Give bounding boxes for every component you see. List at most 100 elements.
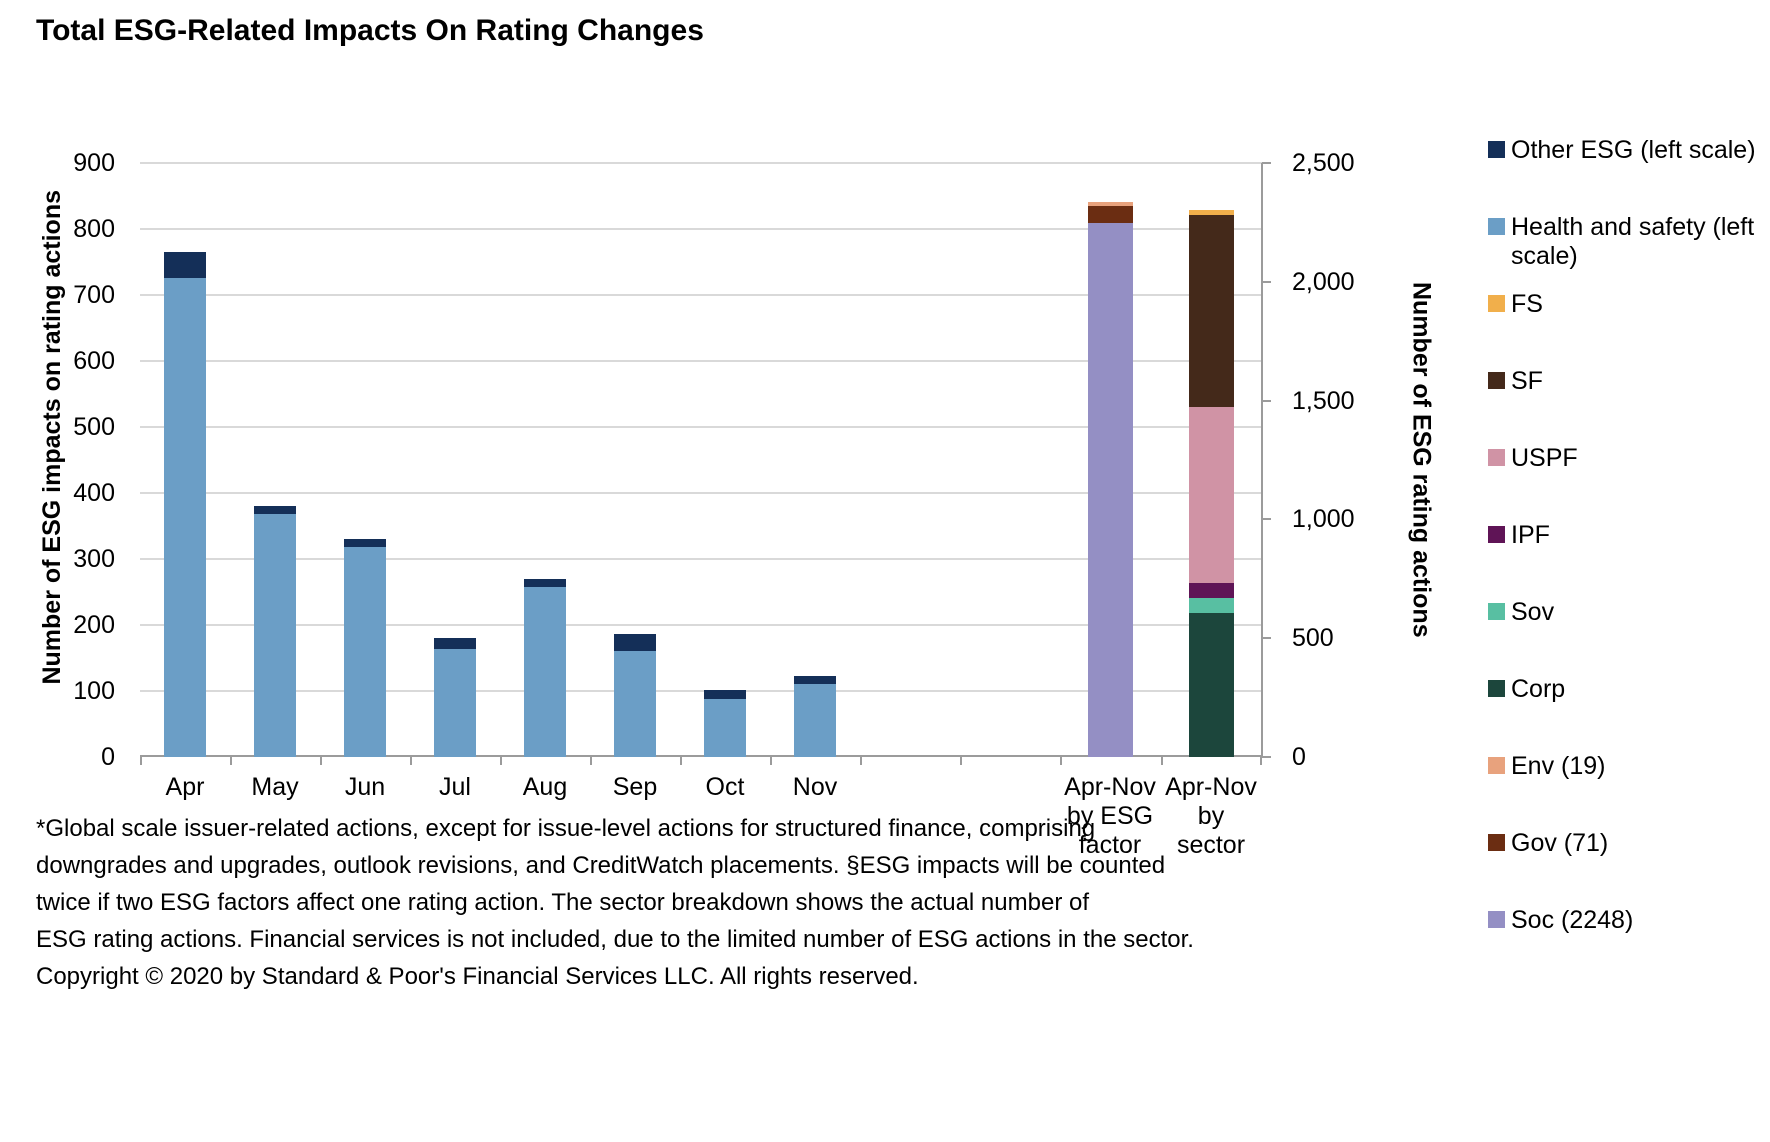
x-category-label-apr-nov-by-esg-factor: Apr-Nov by ESG factor [1064, 773, 1156, 859]
bar-segment-apr-nov-by-sector-sf [1188, 214, 1234, 408]
right-axis-tick [1262, 399, 1271, 402]
right-axis-tick-label: 1,000 [1292, 505, 1355, 534]
left-axis-tick-label: 300 [73, 545, 115, 573]
legend-item-uspf: USPF [1488, 444, 1763, 473]
bar-jun [344, 538, 386, 757]
bar-segment-jun-other-esg-left-scale [344, 538, 386, 548]
bar-segment-sep-health-and-safety-left-scale [614, 651, 656, 757]
bar-segment-may-health-and-safety-left-scale [254, 514, 296, 757]
right-axis-tick-label: 2,000 [1292, 267, 1355, 296]
legend-swatch-sov [1488, 603, 1505, 620]
right-axis-title: Number of ESG rating actions [1407, 282, 1436, 638]
right-axis-tick-label: 2,500 [1292, 149, 1355, 177]
legend-item-corp: Corp [1488, 675, 1763, 704]
bar-segment-jun-health-and-safety-left-scale [344, 547, 386, 757]
footnote-line-5: Copyright © 2020 by Standard & Poor's Fi… [36, 963, 919, 990]
legend-label: Soc (2248) [1511, 906, 1634, 934]
bar-segment-aug-other-esg-left-scale [524, 578, 566, 587]
x-category-label-sep: Sep [612, 773, 658, 801]
x-axis-tick [500, 757, 502, 765]
x-axis-tick [1260, 757, 1262, 765]
footnote-line-1: *Global scale issuer-related actions, ex… [36, 815, 1096, 842]
legend-item-env-19: Env (19) [1488, 752, 1763, 781]
bar-segment-may-other-esg-left-scale [254, 506, 296, 515]
bar-segment-apr-nov-by-esg-factor-env [1087, 201, 1133, 206]
legend-swatch-other-esg-left-scale [1488, 141, 1505, 158]
legend-swatch-corp [1488, 680, 1505, 697]
right-axis-line [1261, 163, 1263, 757]
gridline-800 [140, 228, 1262, 230]
x-axis-line [140, 755, 1262, 757]
x-axis-tick [770, 757, 772, 765]
x-category-label-jul: Jul [439, 773, 471, 801]
bar-segment-sep-other-esg-left-scale [614, 633, 656, 652]
legend-item-other-esg-left-scale: Other ESG (left scale) [1488, 136, 1763, 165]
bar-jul [434, 638, 476, 757]
legend-label: Other ESG (left scale) [1511, 136, 1756, 164]
bar-segment-aug-health-and-safety-left-scale [524, 586, 566, 757]
bar-segment-apr-nov-by-sector-uspf [1188, 407, 1234, 584]
legend-label: Sov [1511, 598, 1555, 626]
legend-item-fs: FS [1488, 290, 1763, 319]
bar-segment-apr-nov-by-esg-factor-gov [1087, 206, 1133, 223]
bar-segment-nov-health-and-safety-left-scale [794, 683, 836, 757]
gridline-200 [140, 624, 1262, 626]
bar-segment-oct-health-and-safety-left-scale [704, 698, 746, 757]
right-axis-tick-label: 500 [1292, 624, 1334, 653]
legend-label: SF [1511, 367, 1543, 395]
left-axis-tick-label: 400 [73, 479, 115, 507]
legend-swatch-env-19 [1488, 757, 1505, 774]
bar-segment-apr-nov-by-sector-sov [1188, 598, 1234, 613]
legend-swatch-health-and-safety-left-scale [1488, 218, 1505, 235]
x-axis-tick [410, 757, 412, 765]
left-axis-tick-label: 100 [73, 677, 115, 705]
bar-segment-apr-nov-by-sector-corp [1188, 613, 1234, 757]
legend-label: FS [1511, 290, 1543, 318]
right-axis-tick-label: 1,500 [1292, 386, 1355, 415]
x-category-label-apr: Apr [165, 773, 205, 801]
legend-label: USPF [1511, 444, 1578, 472]
bar-oct [704, 689, 746, 757]
x-axis-tick [680, 757, 682, 765]
legend-item-soc-2248: Soc (2248) [1488, 906, 1763, 935]
left-axis-tick-label: 200 [73, 611, 115, 639]
bar-nov [794, 675, 836, 757]
bar-sep [614, 633, 656, 757]
bar-segment-apr-nov-by-sector-fs [1188, 210, 1234, 215]
right-axis-tick [1262, 756, 1271, 758]
legend-label: Gov (71) [1511, 829, 1609, 857]
gridline-100 [140, 690, 1262, 692]
bar-may [254, 506, 296, 757]
bar-apr [164, 252, 206, 757]
legend-label: Corp [1511, 675, 1566, 703]
legend-item-gov-71: Gov (71) [1488, 829, 1763, 858]
footnote-line-2: downgrades and upgrades, outlook revisio… [36, 852, 1166, 879]
x-axis-tick [860, 757, 862, 765]
right-axis-tick-label: 0 [1292, 743, 1306, 771]
legend-item-ipf: IPF [1488, 521, 1763, 550]
gridline-300 [140, 558, 1262, 560]
bar-apr-nov-by-esg-factor [1087, 201, 1133, 757]
x-category-label-may: May [251, 773, 299, 801]
left-axis-tick-label: 500 [73, 413, 115, 441]
left-axis-tick-label: 700 [73, 281, 115, 309]
legend-item-sf: SF [1488, 367, 1763, 396]
bar-segment-apr-health-and-safety-left-scale [164, 278, 206, 757]
x-category-label-nov: Nov [792, 773, 838, 801]
left-axis-tick-label: 0 [101, 743, 115, 771]
chart-title: Total ESG-Related Impacts On Rating Chan… [36, 14, 704, 47]
legend-swatch-gov-71 [1488, 834, 1505, 851]
legend-label: IPF [1511, 521, 1550, 549]
x-axis-tick [1161, 757, 1163, 765]
gridline-400 [140, 492, 1262, 494]
legend-swatch-soc-2248 [1488, 911, 1505, 928]
bar-segment-apr-other-esg-left-scale [164, 252, 206, 279]
gridline-500 [140, 426, 1262, 428]
right-axis-tick [1262, 280, 1271, 283]
footnote-line-4: ESG rating actions. Financial services i… [36, 926, 1194, 953]
legend-label: Env (19) [1511, 752, 1606, 780]
legend-item-sov: Sov [1488, 598, 1763, 627]
gridline-900 [140, 162, 1262, 164]
bar-segment-apr-nov-by-sector-ipf [1188, 583, 1234, 599]
